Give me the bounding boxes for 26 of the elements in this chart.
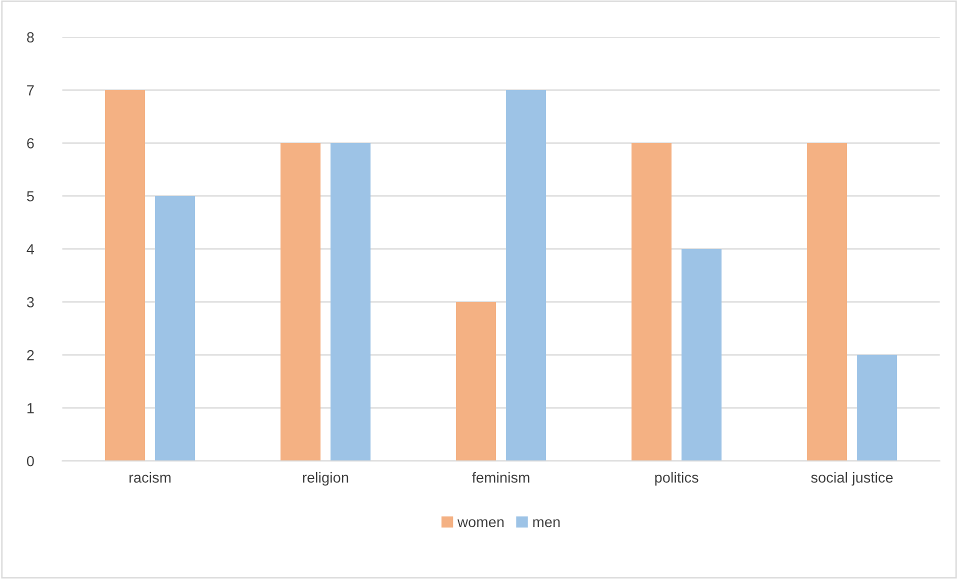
y-tick-label: 7 [27,85,34,96]
y-tick-label: 1 [27,403,34,414]
x-tick-label: politics [655,472,698,486]
legend-label: women [457,519,504,528]
bar [456,302,496,461]
bar [330,143,371,461]
y-tick-label: 3 [26,297,34,308]
bar [280,143,321,461]
y-tick-label: 0 [26,456,34,466]
y-tick-label: 4 [26,244,34,254]
bar [682,248,722,461]
bar [105,90,146,461]
x-tick-label: religion [302,472,348,486]
bar [857,354,898,461]
y-tick-label: 8 [27,32,34,42]
y-tick-label: 5 [26,191,34,202]
legend-label: men [533,519,560,528]
bar [155,196,196,461]
bar [632,143,672,461]
y-tick-label: 2 [27,350,34,360]
x-tick-label: feminism [472,472,530,483]
x-tick-label: racism [130,472,171,483]
x-tick-label: social justice [811,472,893,486]
y-tick-label: 6 [27,138,34,148]
bar [807,143,848,461]
bar [506,90,546,461]
